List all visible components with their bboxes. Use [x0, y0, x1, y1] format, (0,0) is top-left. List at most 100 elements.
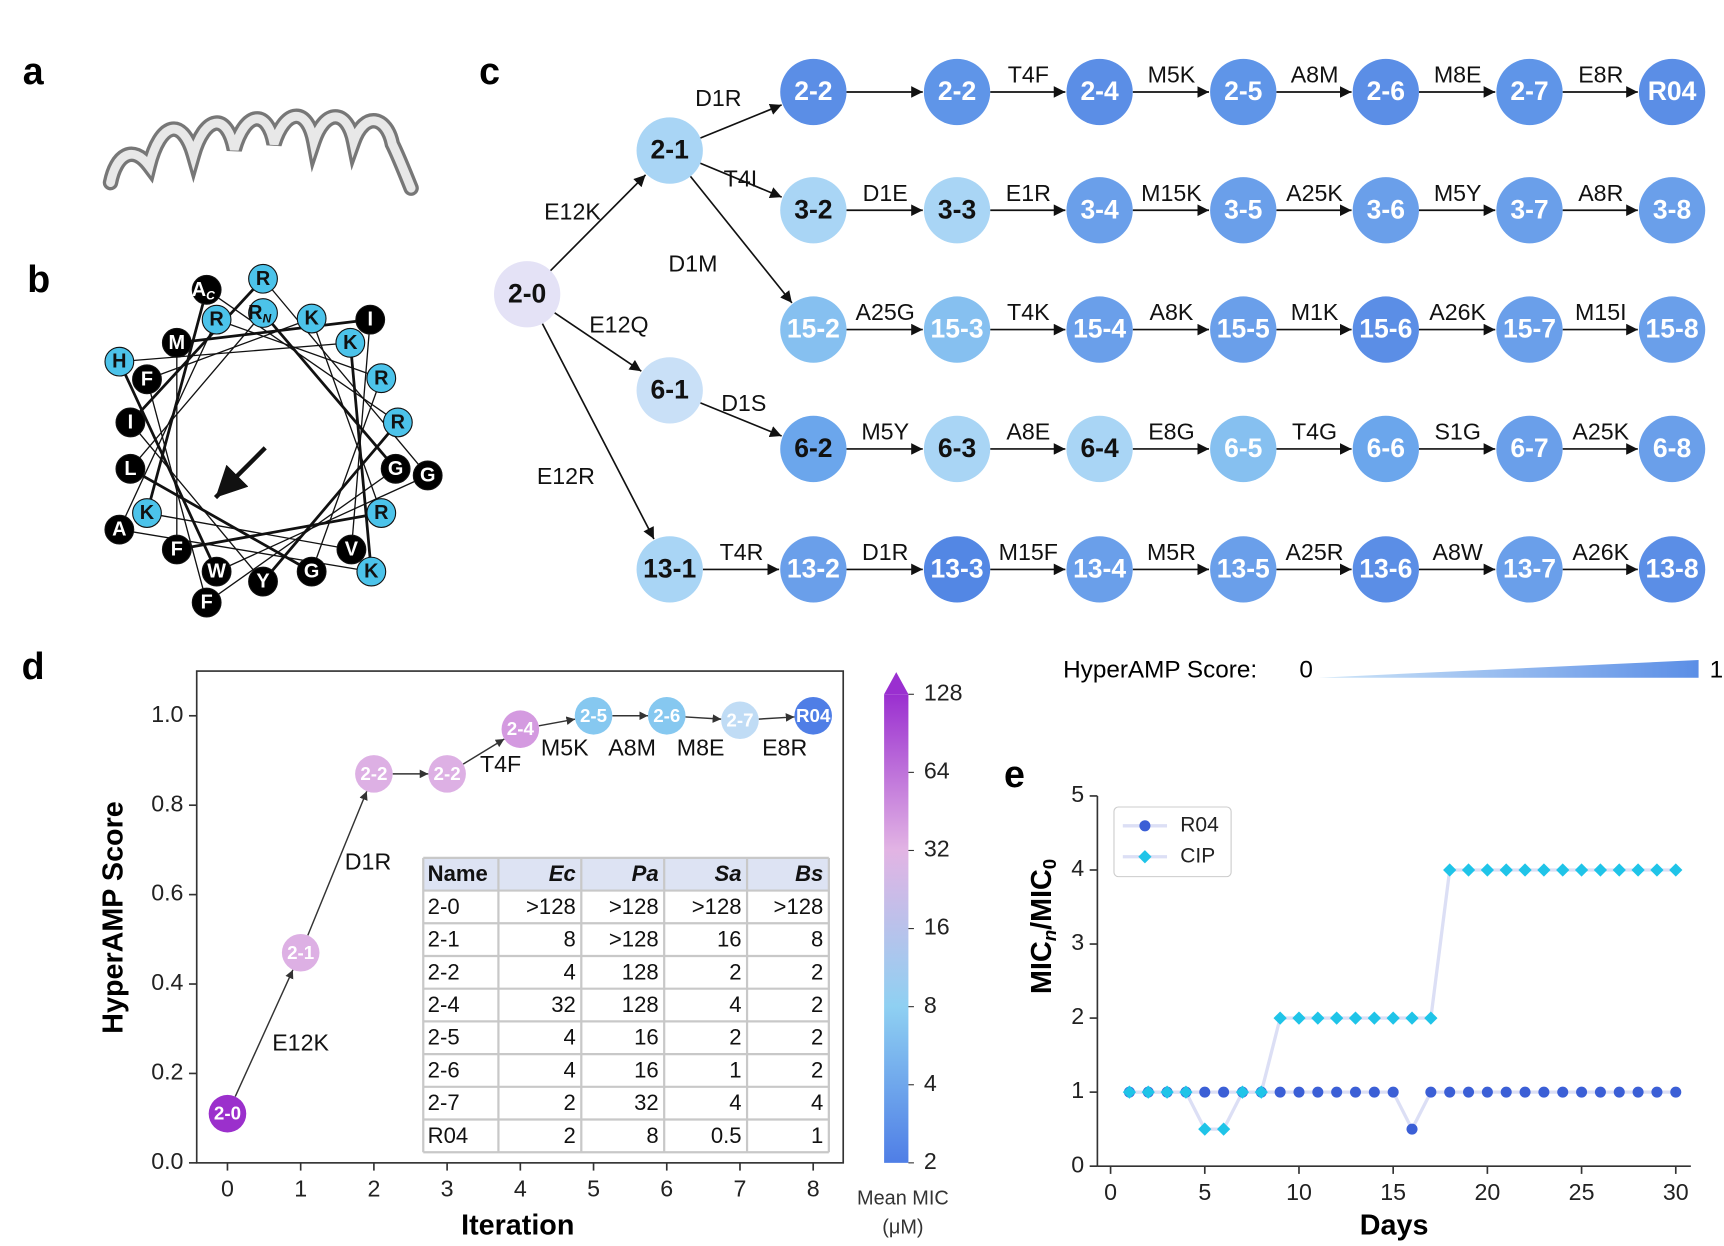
data-point	[1632, 1086, 1644, 1098]
table-cell: 16	[634, 1057, 659, 1082]
x-tick-label: 0	[221, 1176, 234, 1202]
lineage-node-label: 15-2	[787, 314, 840, 344]
data-point	[1576, 1086, 1588, 1098]
y-tick-label: 0.0	[151, 1148, 183, 1174]
residue-letter: A	[192, 279, 206, 301]
residue-letter: R	[209, 309, 223, 331]
mutation-label: E12Q	[589, 311, 648, 337]
mutation-annotation: D1R	[345, 848, 391, 874]
data-point	[1367, 1011, 1381, 1025]
colorbar-label: (μM)	[882, 1216, 923, 1238]
residue-label: K	[140, 502, 155, 524]
data-point	[1406, 1123, 1418, 1135]
lineage-node	[1210, 177, 1277, 244]
residue	[132, 364, 162, 395]
residue	[104, 514, 135, 545]
panel-label: b	[27, 258, 50, 300]
residue	[191, 587, 222, 618]
point-label: 2-2	[360, 763, 387, 784]
lineage-node	[780, 536, 847, 603]
data-point	[1386, 1011, 1400, 1025]
score-point	[794, 696, 832, 735]
residue	[201, 304, 232, 335]
point-label: 2-7	[726, 709, 753, 730]
residue	[191, 274, 222, 305]
panel-label: a	[23, 50, 45, 92]
lineage-node	[1066, 177, 1133, 244]
mutation-label: D1E	[863, 180, 908, 206]
residue-label: K	[364, 561, 379, 583]
mutation-annotation: E12K	[272, 1030, 329, 1056]
data-point	[1331, 1086, 1343, 1098]
lineage-node-label: 3-4	[1080, 194, 1119, 224]
residue	[336, 534, 367, 565]
data-point	[1330, 1011, 1344, 1025]
lineage-node-label: 6-5	[1224, 433, 1263, 463]
table-cell: 16	[634, 1025, 659, 1050]
lineage-node-label: 15-6	[1359, 314, 1412, 344]
lineage-node-label: 13-2	[787, 554, 840, 584]
iteration-arrow	[685, 714, 722, 723]
residue-label: R	[256, 268, 270, 290]
score-point	[428, 755, 466, 793]
colorbar-tick-label: 128	[924, 679, 963, 705]
lineage-node	[923, 415, 991, 483]
data-point	[1651, 1086, 1663, 1098]
lineage-node	[1352, 296, 1419, 363]
y-tick-label: 0.2	[151, 1059, 183, 1085]
table-header: Name	[428, 861, 488, 886]
lineage-node-label: 13-6	[1359, 554, 1412, 584]
lineage-node	[1210, 415, 1277, 483]
table-cell: 4	[729, 1090, 741, 1115]
colorbar	[884, 694, 909, 1163]
residue-subscript: C	[206, 289, 215, 303]
iteration-arrow	[758, 713, 795, 722]
iteration-arrow	[307, 791, 368, 936]
residue-letter: L	[124, 458, 136, 480]
lineage-node-label: 15-8	[1646, 314, 1699, 344]
table-cell: 1	[811, 1123, 823, 1148]
x-tick-label: 7	[734, 1176, 747, 1202]
data-point	[1311, 1011, 1325, 1025]
data-point	[1557, 1086, 1569, 1098]
colorbar-tick-label: 2	[924, 1148, 937, 1174]
table-cell: 4	[563, 1025, 575, 1050]
legend-label: CIP	[1180, 844, 1215, 867]
residue-letter: R	[374, 502, 388, 524]
table-cell: 2-0	[428, 894, 460, 919]
residue-letter: G	[388, 458, 403, 480]
point-label: 2-1	[287, 942, 314, 963]
lineage-node	[1496, 415, 1563, 483]
lineage-node	[636, 117, 703, 184]
x-tick-label: 8	[807, 1176, 820, 1202]
mutation-label: A8R	[1578, 180, 1623, 206]
data-point	[1254, 1085, 1268, 1099]
residue-label: R	[374, 502, 388, 524]
lineage-node	[923, 177, 991, 244]
table-cell: 2	[729, 959, 741, 984]
wheel-bond	[311, 377, 382, 572]
mutation-label: M5Y	[861, 419, 909, 445]
data-point	[1481, 1086, 1493, 1098]
mutation-label: E12R	[537, 463, 595, 489]
lineage-node-label: 15-4	[1073, 314, 1126, 344]
mutation-label: D1R	[695, 85, 741, 111]
mutation-label: D1S	[721, 390, 766, 416]
mutation-label: M8E	[1434, 62, 1482, 88]
lineage-node-label: 13-5	[1217, 554, 1270, 584]
residue-letter: K	[364, 561, 379, 583]
table-cell: 2-4	[428, 992, 460, 1017]
lineage-node-label: 13-4	[1073, 554, 1126, 584]
colorbar-tick-label: 4	[924, 1070, 937, 1096]
lineage-node	[1352, 58, 1419, 126]
x-tick-label: 30	[1663, 1179, 1689, 1205]
data-point	[1425, 1086, 1437, 1098]
lineage-node-label: 3-7	[1510, 194, 1548, 224]
mutation-label: M15F	[999, 539, 1058, 565]
wheel-bond	[119, 342, 351, 363]
residue	[161, 534, 192, 565]
residue-letter: F	[171, 539, 183, 561]
lineage-node	[1352, 177, 1419, 244]
table-cell: 8	[811, 927, 823, 952]
lineage-node	[1066, 536, 1133, 603]
